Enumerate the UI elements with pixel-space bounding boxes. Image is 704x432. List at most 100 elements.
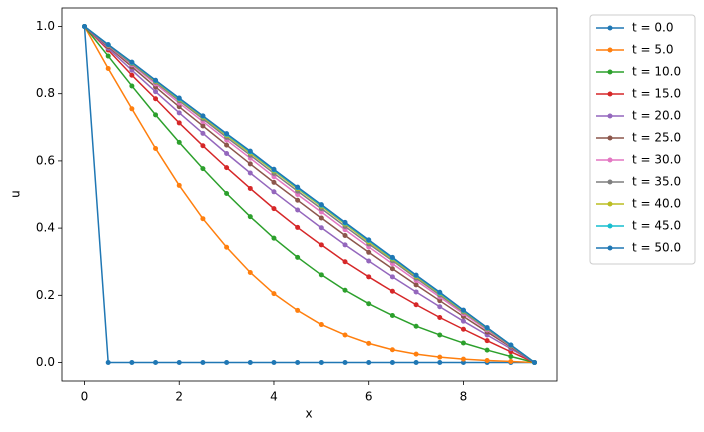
- data-point: [437, 354, 443, 360]
- series-line: [84, 25, 535, 364]
- data-point: [200, 143, 206, 149]
- data-point: [318, 360, 324, 366]
- data-point: [247, 185, 253, 191]
- data-point: [105, 42, 111, 48]
- data-point: [413, 302, 419, 308]
- data-point: [271, 360, 277, 366]
- data-point: [129, 360, 135, 366]
- data-point: [460, 340, 466, 346]
- data-point: [247, 148, 253, 154]
- data-point: [176, 139, 182, 145]
- legend-label: t = 40.0: [632, 197, 681, 211]
- data-point: [437, 289, 443, 295]
- legend-marker: [607, 91, 613, 97]
- data-point: [389, 254, 395, 260]
- data-point: [342, 242, 348, 248]
- data-point: [82, 23, 87, 29]
- data-point: [224, 360, 230, 366]
- legend-label: t = 5.0: [632, 43, 673, 57]
- series-line: [83, 25, 535, 364]
- data-point: [342, 219, 348, 225]
- data-point: [437, 360, 443, 366]
- legend-marker: [607, 113, 613, 119]
- data-point: [129, 72, 135, 78]
- legend-label: t = 45.0: [632, 219, 681, 233]
- data-point: [271, 189, 277, 195]
- data-point: [342, 232, 348, 238]
- data-point: [366, 258, 372, 264]
- data-point: [460, 356, 466, 362]
- data-point: [200, 130, 206, 136]
- data-point: [129, 106, 135, 112]
- x-tick-label: 4: [270, 390, 278, 404]
- legend-marker: [607, 223, 613, 229]
- data-point: [413, 323, 419, 329]
- data-point: [484, 347, 490, 353]
- legend-label: t = 10.0: [632, 65, 681, 79]
- data-point: [295, 184, 301, 190]
- data-point: [176, 110, 182, 116]
- data-point: [295, 197, 301, 203]
- data-point: [366, 340, 372, 346]
- legend: t = 0.0 t = 5.0 t = 10.0 t = 15.0 t = 20.0 t …: [589, 14, 696, 265]
- data-point: [129, 83, 135, 89]
- legend-label: t = 25.0: [632, 131, 681, 145]
- series-line: [84, 25, 535, 364]
- data-point: [247, 269, 253, 275]
- data-point: [247, 170, 253, 176]
- data-point: [342, 259, 348, 265]
- data-point: [389, 312, 395, 318]
- series-line: [83, 25, 535, 364]
- legend-frame: [589, 14, 696, 265]
- data-point: [366, 301, 372, 307]
- data-point: [129, 59, 135, 65]
- data-point: [318, 225, 324, 231]
- data-point: [295, 307, 301, 313]
- data-point: [176, 182, 182, 188]
- x-tick-label: 0: [81, 390, 89, 404]
- legend-marker: [607, 179, 613, 185]
- legend-marker: [607, 69, 613, 75]
- data-point: [460, 307, 466, 313]
- legend-label: t = 20.0: [632, 109, 681, 123]
- data-point: [200, 216, 206, 222]
- x-tick-label: 6: [365, 390, 373, 404]
- data-point: [153, 89, 159, 95]
- y-tick-label: 0.8: [36, 86, 55, 100]
- data-point: [366, 237, 372, 243]
- data-point: [318, 272, 324, 278]
- legend-marker: [607, 135, 613, 141]
- data-point: [437, 314, 443, 320]
- legend-marker: [607, 157, 613, 163]
- series-line: [83, 26, 535, 364]
- data-point: [318, 242, 324, 248]
- data-point: [200, 360, 206, 366]
- data-point: [153, 112, 159, 118]
- data-point: [176, 95, 182, 101]
- data-point: [176, 120, 182, 126]
- data-point: [224, 131, 230, 137]
- data-point: [413, 272, 419, 278]
- data-point: [389, 266, 395, 272]
- data-point: [460, 326, 466, 332]
- data-point: [295, 207, 301, 213]
- data-point: [224, 151, 230, 157]
- legend-label: t = 0.0: [632, 21, 673, 35]
- data-point: [200, 123, 206, 129]
- x-tick-label: 2: [175, 390, 183, 404]
- plot-frame: [61, 7, 558, 382]
- legend-label: t = 35.0: [632, 175, 681, 189]
- data-point: [318, 215, 324, 221]
- data-point: [389, 347, 395, 353]
- data-point: [224, 165, 230, 171]
- data-point: [176, 104, 182, 110]
- data-point: [200, 113, 206, 119]
- series-line: [83, 26, 535, 364]
- data-point: [389, 274, 395, 280]
- data-point: [200, 166, 206, 172]
- legend-label: t = 15.0: [632, 87, 681, 101]
- data-point: [153, 96, 159, 102]
- series-line: [84, 25, 535, 364]
- data-point: [295, 254, 301, 260]
- data-point: [366, 274, 372, 280]
